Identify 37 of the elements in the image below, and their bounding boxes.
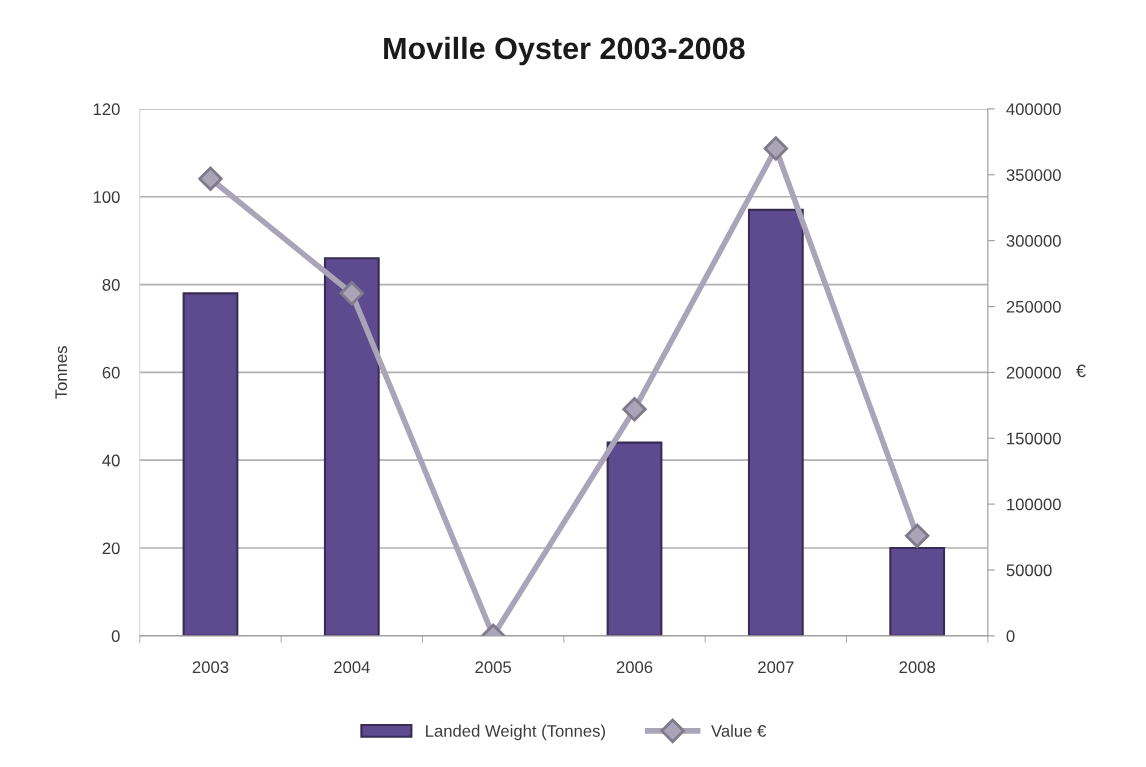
point (763, 136, 789, 161)
bar (323, 257, 380, 636)
y-tick-label: 80 (102, 278, 120, 291)
y-tick-label: 100 (93, 191, 120, 203)
y2-tick-label: 250000 (1006, 300, 1061, 313)
x-tick-label: 2005 (475, 661, 511, 674)
x-tick-label: 2004 (334, 661, 370, 674)
y2-tick-label: 0 (1006, 630, 1015, 643)
x-tick-label: 2007 (758, 661, 794, 674)
bar (606, 441, 663, 636)
x-tick-label: 2003 (192, 661, 229, 674)
y2-tick-label: 100000 (1007, 498, 1061, 511)
y-tick-label: 120 (93, 103, 120, 116)
bar (747, 208, 804, 636)
point (339, 281, 365, 306)
y2-tick-label: 350000 (1006, 169, 1061, 181)
y-tick-label: 40 (102, 454, 120, 467)
y-axis-title: Tonnes (55, 346, 68, 399)
bar (182, 292, 239, 636)
y2-tick-label: 400000 (1006, 103, 1061, 116)
point (622, 397, 647, 422)
y2-tick-label: 50000 (1006, 564, 1052, 577)
y2-axis-title: € (1076, 364, 1086, 378)
y2-tick-label: 200000 (1006, 366, 1061, 379)
y-tick-label: 0 (111, 630, 120, 643)
bar (889, 546, 946, 636)
y2-tick-label: 300000 (1006, 235, 1061, 247)
point (904, 523, 930, 548)
x-tick-label: 2008 (899, 661, 935, 674)
x-tick-label: 2006 (616, 661, 653, 674)
y2-tick-label: 150000 (1007, 432, 1061, 445)
y-tick-label: 60 (102, 366, 120, 379)
legend-label: Landed Weight (Tonnes) (426, 724, 605, 741)
y-tick-label: 20 (102, 542, 120, 555)
legend-label: Value € (711, 724, 767, 737)
chart-title: Moville Oyster 2003-2008 (384, 36, 745, 66)
point (198, 166, 223, 191)
